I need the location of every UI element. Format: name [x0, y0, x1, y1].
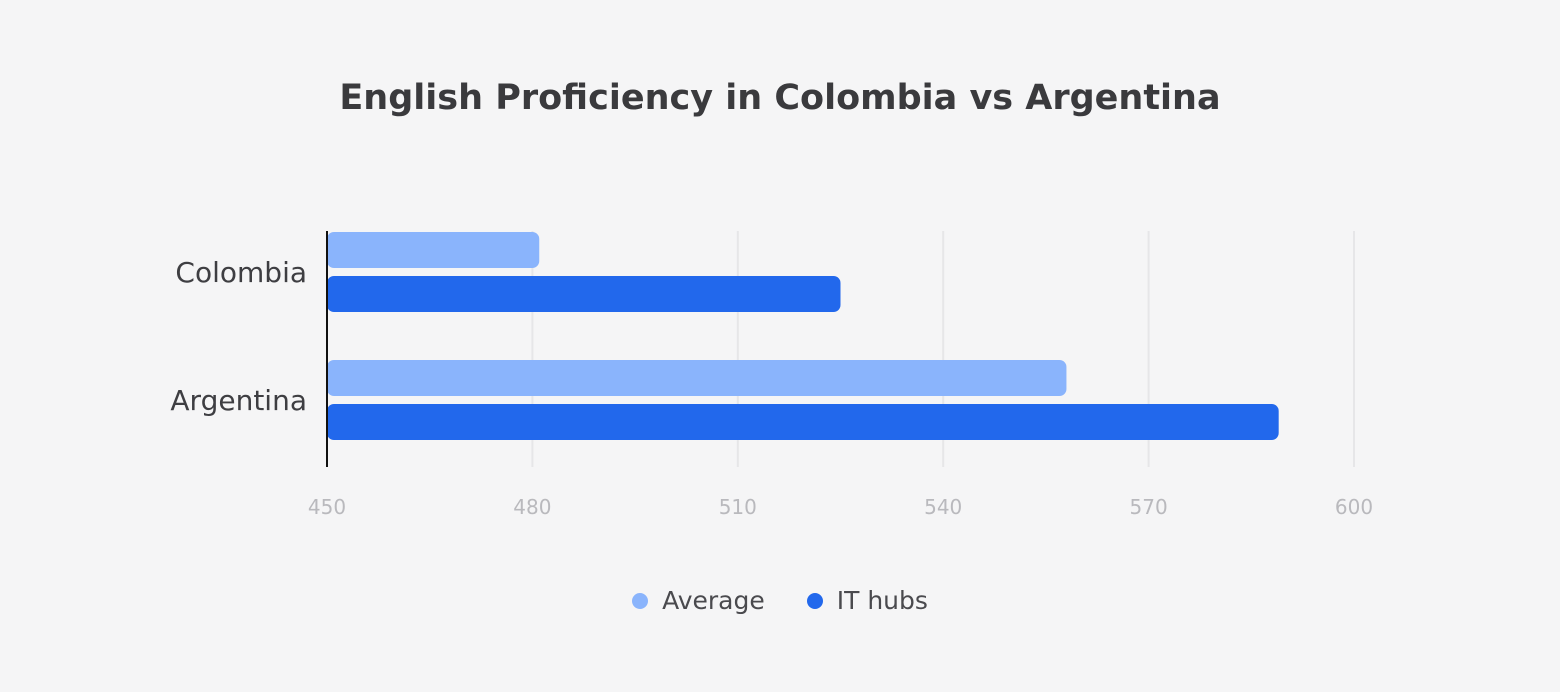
- category-label-argentina: Argentina: [170, 384, 307, 417]
- legend-item-average[interactable]: Average: [632, 586, 765, 615]
- bar-colombia-it-hubs[interactable]: [327, 276, 841, 312]
- bar-chart: Colombia Argentina 450 480 510 540 570 600: [170, 231, 1373, 519]
- x-tick-labels: 450 480 510 540 570 600: [308, 495, 1373, 519]
- x-tick-480: 480: [513, 495, 551, 519]
- x-tick-450: 450: [308, 495, 346, 519]
- bar-colombia-average[interactable]: [327, 232, 540, 268]
- legend-label-average: Average: [662, 586, 765, 615]
- x-tick-600: 600: [1335, 495, 1373, 519]
- legend: Average IT hubs: [0, 586, 1560, 615]
- chart-title: English Proficiency in Colombia vs Argen…: [339, 78, 1221, 118]
- legend-dot-average: [632, 592, 649, 609]
- x-tick-510: 510: [719, 495, 757, 519]
- legend-label-it-hubs: IT hubs: [836, 586, 928, 615]
- bar-argentina-it-hubs[interactable]: [327, 404, 1279, 440]
- x-tick-540: 540: [924, 495, 962, 519]
- bars: [327, 232, 1279, 440]
- bar-argentina-average[interactable]: [327, 360, 1067, 396]
- legend-dot-it-hubs: [806, 592, 823, 609]
- category-labels: Colombia Argentina: [170, 256, 307, 417]
- category-label-colombia: Colombia: [175, 256, 307, 289]
- legend-item-it-hubs[interactable]: IT hubs: [806, 586, 928, 615]
- x-tick-570: 570: [1130, 495, 1168, 519]
